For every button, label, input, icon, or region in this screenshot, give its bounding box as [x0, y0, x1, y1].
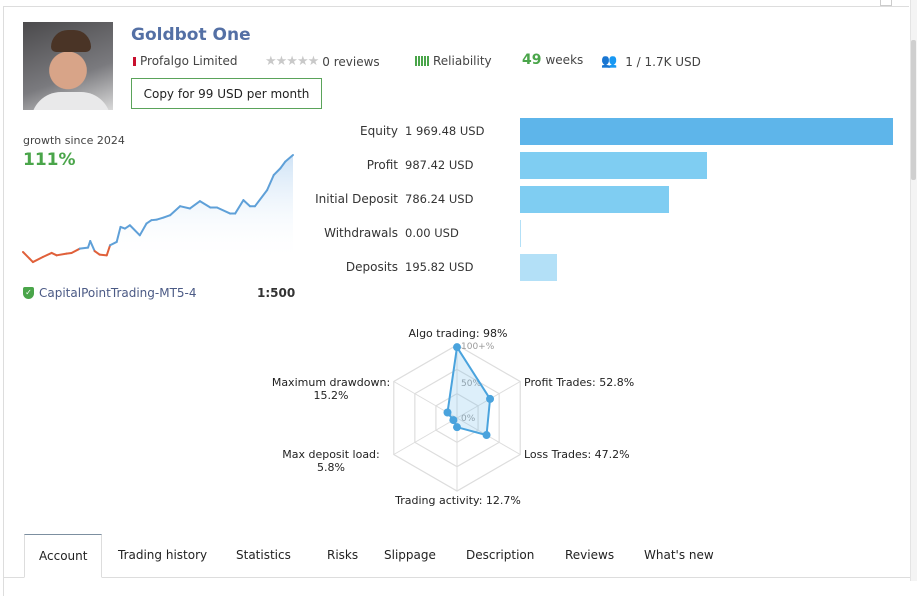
tab-description[interactable]: Description	[466, 548, 535, 562]
tab-bar: Account Trading history Statistics Risks Sli…	[3, 534, 910, 578]
growth-segment	[198, 200, 212, 209]
leverage: 1:500	[257, 286, 296, 300]
growth-segment	[188, 200, 201, 210]
growth-segment	[55, 252, 68, 257]
growth-segment	[31, 255, 44, 264]
tab-what-s-new[interactable]: What's new	[644, 548, 714, 562]
radar-label: Algo trading: 98%	[408, 327, 508, 340]
growth-segment	[169, 205, 182, 217]
subscribers: 👥 1 / 1.7K USD	[601, 54, 701, 69]
growth-segment	[162, 214, 172, 219]
balance-label: Deposits	[345, 260, 398, 274]
tab-account[interactable]: Account	[24, 534, 103, 578]
growth-segment	[284, 154, 294, 163]
growth-label: growth since 2024	[23, 134, 125, 147]
growth-value: 111%	[23, 150, 76, 170]
radar-label: Loss Trades: 47.2%	[524, 448, 630, 461]
growth-segment	[234, 199, 245, 215]
growth-segment	[155, 216, 165, 221]
growth-segment	[272, 167, 282, 177]
content-frame	[3, 6, 909, 596]
growth-segment	[266, 174, 275, 192]
copy-subscribe-button[interactable]: Copy for 99 USD per month	[131, 78, 322, 109]
scrollbar[interactable]	[910, 0, 917, 581]
balance-bar	[520, 220, 521, 247]
radar-label: Trading activity: 12.7%	[395, 494, 521, 507]
provider-name: Profalgo Limited	[140, 54, 238, 68]
server-name: CapitalPointTrading-MT5-4	[39, 286, 197, 300]
growth-segment	[70, 247, 81, 254]
tab-trading-history[interactable]: Trading history	[118, 548, 208, 562]
growth-segment	[242, 199, 252, 208]
reviews-link[interactable]: ★★★★★ 0 reviews	[265, 54, 380, 69]
subscribers-value: 1 / 1.7K USD	[625, 54, 701, 69]
corner-box	[880, 0, 892, 6]
balance-value: 0.00 USD	[405, 226, 459, 240]
stars-icon: ★★★★★	[265, 54, 319, 69]
balance-label: Initial Deposit	[315, 192, 398, 206]
reliability: Reliability	[415, 54, 492, 68]
weeks-label: weeks	[545, 53, 584, 67]
growth-segment	[279, 160, 287, 170]
weeks: 49 weeks	[522, 52, 583, 68]
tab-statistics[interactable]: Statistics	[236, 548, 291, 562]
growth-segment	[145, 219, 153, 225]
scrollbar-thumb[interactable]	[911, 40, 916, 180]
balance-value: 1 969.48 USD	[405, 124, 485, 138]
reliability-bars-icon	[415, 56, 429, 66]
balance-bar	[520, 152, 707, 179]
balance-label: Profit	[366, 158, 398, 172]
provider-link[interactable]: Profalgo Limited	[133, 54, 237, 68]
growth-segment	[78, 246, 90, 250]
growth-segment	[179, 205, 191, 210]
growth-chart[interactable]	[0, 140, 300, 270]
balance-value: 195.82 USD	[405, 260, 474, 274]
reviews-count: 0 reviews	[322, 54, 380, 69]
tab-slippage[interactable]: Slippage	[384, 548, 436, 562]
growth-segment	[215, 206, 232, 215]
balance-bar	[520, 186, 669, 213]
broker-server[interactable]: ✓ CapitalPointTrading-MT5-4	[23, 286, 197, 300]
growth-segment	[109, 240, 118, 247]
growth-segment	[41, 251, 53, 258]
weeks-value: 49	[522, 52, 542, 68]
radar-label: Maximum drawdown: 15.2%	[271, 376, 391, 402]
radar-label: Max deposit load: 5.8%	[282, 448, 380, 474]
balance-bar	[520, 118, 893, 145]
signal-title[interactable]: Goldbot One	[131, 25, 251, 45]
growth-segment	[253, 189, 269, 208]
growth-segment	[98, 253, 108, 257]
verified-shield-icon: ✓	[23, 287, 34, 299]
balance-label: Equity	[360, 124, 398, 138]
balance-value: 987.42 USD	[405, 158, 474, 172]
growth-area	[23, 155, 293, 263]
balance-label: Withdrawals	[324, 226, 398, 240]
growth-segment	[128, 224, 141, 237]
balance-bar	[520, 254, 558, 281]
subscribers-icon: 👥	[601, 54, 618, 69]
balance-value: 786.24 USD	[405, 192, 474, 206]
growth-segment	[89, 239, 96, 253]
reliability-label: Reliability	[433, 54, 492, 68]
growth-segment	[105, 244, 112, 257]
growth-segment	[115, 225, 122, 243]
avatar	[23, 22, 113, 110]
flag-icon	[133, 56, 136, 66]
tab-reviews[interactable]: Reviews	[565, 548, 615, 562]
growth-segment	[138, 222, 148, 237]
growth-segment	[93, 250, 101, 256]
growth-segment	[22, 251, 31, 260]
tab-risks[interactable]: Risks	[327, 548, 359, 562]
radar-label: Profit Trades: 52.8%	[524, 376, 635, 389]
